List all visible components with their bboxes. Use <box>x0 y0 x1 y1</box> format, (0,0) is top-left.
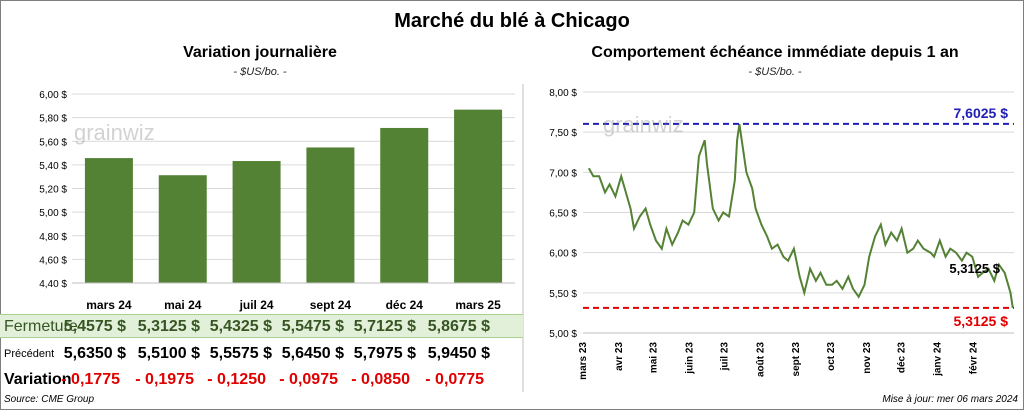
y-tick-label: 5,00 $ <box>39 208 67 219</box>
variation-cell: - 0,1775 <box>61 371 120 388</box>
right-chart-title: Comportement échéance immédiate depuis 1… <box>591 44 959 61</box>
prev-cell: 5,5100 $ <box>137 345 200 362</box>
prev-cell: 5,9450 $ <box>427 345 490 362</box>
left-chart-title: Variation journalière <box>183 44 337 61</box>
variation-row: Variation - 0,1775 - 0,1975 - 0,1250 - 0… <box>0 368 523 392</box>
source-note: Source: CME Group <box>4 394 95 405</box>
page-title: Marché du blé à Chicago <box>394 10 630 32</box>
prev-cell: 5,7975 $ <box>353 345 416 362</box>
y-tick-label: 5,20 $ <box>39 185 67 196</box>
y-tick-label: 5,50 $ <box>549 289 577 300</box>
x-tick-label: févr 24 <box>968 342 979 375</box>
y-tick-label: 5,60 $ <box>39 137 67 148</box>
y-tick-label: 7,50 $ <box>549 128 577 139</box>
right-watermark: grainwiz <box>603 112 684 137</box>
close-cell: 5,4575 $ <box>63 318 126 335</box>
x-tick-label: sept 23 <box>791 342 802 377</box>
y-tick-label: 4,40 $ <box>39 279 67 290</box>
close-cell: 5,4325 $ <box>209 318 272 335</box>
y-tick-label: 5,80 $ <box>39 114 67 125</box>
x-tick-label: nov 23 <box>862 342 873 374</box>
variation-label: Variation <box>4 371 72 388</box>
variation-cell: - 0,0775 <box>425 371 484 388</box>
watermark-text: grainwiz <box>74 120 155 145</box>
prev-cell: 5,5575 $ <box>209 345 272 362</box>
x-tick-label: oct 23 <box>826 342 837 371</box>
prev-row: Précédent 5,6350 $ 5,5100 $ 5,5575 $ 5,6… <box>0 342 523 366</box>
y-tick-label: 7,00 $ <box>549 168 577 179</box>
close-cell: 5,5475 $ <box>281 318 344 335</box>
y-tick-label: 6,00 $ <box>549 249 577 260</box>
prev-cell: 5,6450 $ <box>281 345 344 362</box>
prev-label: Précédent <box>4 348 55 360</box>
y-tick-label: 4,60 $ <box>39 255 67 266</box>
bar <box>380 127 429 283</box>
variation-cell: - 0,0850 <box>351 371 410 388</box>
bar <box>84 158 133 283</box>
close-cell: 5,3125 $ <box>137 318 200 335</box>
line-chart: 5,00 $ 5,50 $ 6,00 $ 6,50 $ 7,00 $ 7,50 $ 8,00… <box>549 88 1014 380</box>
x-tick-label: déc 24 <box>386 298 424 312</box>
bar <box>158 175 207 283</box>
right-chart-unit: - $US/bo. - <box>748 66 802 78</box>
close-cell: 5,7125 $ <box>353 318 416 335</box>
x-tick-label: juil 23 <box>719 342 730 372</box>
x-tick-label: mai 24 <box>164 298 202 312</box>
x-tick-label: mai 23 <box>649 342 660 374</box>
close-label: Fermeture <box>4 318 78 335</box>
x-tick-label: mars 24 <box>86 298 132 312</box>
series-line <box>587 123 1014 309</box>
x-tick-label: mars 23 <box>578 342 589 380</box>
variation-cell: - 0,0975 <box>279 371 338 388</box>
bar <box>454 109 503 283</box>
variation-cell: - 0,1975 <box>135 371 194 388</box>
x-tick-label: juin 23 <box>685 342 696 375</box>
y-tick-label: 6,50 $ <box>549 209 577 220</box>
left-chart-unit: - $US/bo. - <box>233 66 287 78</box>
y-tick-label: 6,00 $ <box>39 90 67 101</box>
x-tick-label: juil 24 <box>239 298 274 312</box>
x-tick-label: mars 25 <box>455 298 501 312</box>
last-value-label: 5,3125 $ <box>949 261 1000 276</box>
y-tick-label: 4,80 $ <box>39 232 67 243</box>
bar <box>306 147 355 283</box>
close-row: Fermeture 5,4575 $ 5,3125 $ 5,4325 $ 5,5… <box>0 314 523 338</box>
watermark-text: grainwiz <box>603 112 684 137</box>
x-tick-label: sept 24 <box>310 298 352 312</box>
x-tick-label: avr 23 <box>614 342 625 371</box>
close-cell: 5,8675 $ <box>427 318 490 335</box>
x-tick-label: janv 24 <box>933 342 944 377</box>
left-watermark: grainwiz <box>74 120 155 145</box>
bar <box>232 161 281 283</box>
low-label: 5,3125 $ <box>954 313 1009 329</box>
update-note: Mise à jour: mer 06 mars 2024 <box>882 394 1018 405</box>
y-tick-label: 5,00 $ <box>549 329 577 340</box>
y-tick-label: 5,40 $ <box>39 161 67 172</box>
x-tick-label: déc 23 <box>897 342 908 374</box>
y-tick-label: 8,00 $ <box>549 88 577 99</box>
x-tick-label: août 23 <box>755 342 766 377</box>
variation-cell: - 0,1250 <box>207 371 266 388</box>
bar-chart: 4,40 $ 4,60 $ 4,80 $ 5,00 $ 5,20 $ 5,40 $ 5,60… <box>39 90 515 312</box>
prev-cell: 5,6350 $ <box>63 345 126 362</box>
high-label: 7,6025 $ <box>954 105 1009 121</box>
